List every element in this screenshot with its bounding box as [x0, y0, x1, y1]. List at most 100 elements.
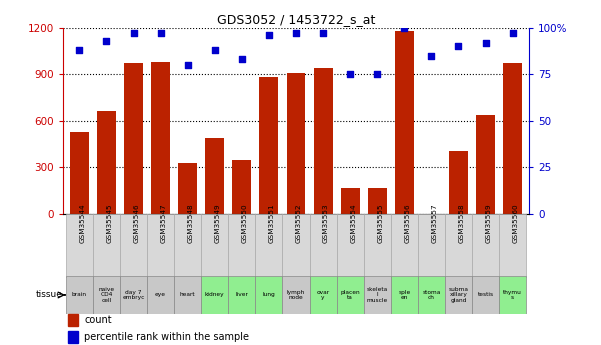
- Bar: [206, 138, 224, 214]
- Bar: [499, 276, 526, 314]
- Bar: [66, 276, 93, 314]
- Point: [129, 30, 138, 36]
- Bar: [124, 63, 143, 214]
- Bar: [233, 160, 251, 214]
- Text: sple
en: sple en: [398, 289, 410, 300]
- Bar: [178, 162, 197, 214]
- Text: lung: lung: [263, 293, 275, 297]
- Point: [183, 62, 192, 68]
- Text: GSM35552: GSM35552: [296, 204, 302, 243]
- Bar: [255, 214, 282, 278]
- Bar: [70, 131, 89, 214]
- Text: GSM35555: GSM35555: [377, 204, 383, 243]
- Title: GDS3052 / 1453722_s_at: GDS3052 / 1453722_s_at: [217, 13, 375, 27]
- Text: day 7
embryc: day 7 embryc: [123, 289, 145, 300]
- Text: GSM35546: GSM35546: [133, 204, 139, 243]
- Text: GSM35559: GSM35559: [486, 204, 492, 243]
- Bar: [499, 214, 526, 278]
- Text: placen
ta: placen ta: [340, 289, 360, 300]
- Bar: [337, 214, 364, 278]
- Text: brain: brain: [72, 293, 87, 297]
- Bar: [68, 314, 78, 326]
- Bar: [93, 214, 120, 278]
- Text: kidney: kidney: [205, 293, 225, 297]
- Bar: [391, 276, 418, 314]
- Bar: [341, 188, 359, 214]
- Text: thymu
s: thymu s: [503, 289, 522, 300]
- Bar: [472, 276, 499, 314]
- Bar: [147, 276, 174, 314]
- Bar: [97, 111, 116, 214]
- Bar: [260, 77, 278, 214]
- Point: [373, 71, 382, 77]
- Point: [237, 57, 246, 62]
- Text: GSM35553: GSM35553: [323, 204, 329, 243]
- Bar: [174, 276, 201, 314]
- Bar: [147, 214, 174, 278]
- Bar: [395, 31, 414, 214]
- Bar: [445, 276, 472, 314]
- Bar: [314, 68, 332, 214]
- Bar: [310, 214, 337, 278]
- Point: [346, 71, 355, 77]
- Text: tissue: tissue: [35, 290, 63, 299]
- Bar: [66, 214, 93, 278]
- Text: naive
CD4
cell: naive CD4 cell: [99, 287, 115, 303]
- Point: [481, 40, 490, 45]
- Point: [508, 30, 517, 36]
- Text: GSM35558: GSM35558: [459, 204, 465, 243]
- Point: [75, 47, 84, 53]
- Text: GSM35547: GSM35547: [160, 204, 166, 243]
- Text: GSM35550: GSM35550: [242, 204, 248, 243]
- Bar: [310, 276, 337, 314]
- Bar: [228, 214, 255, 278]
- Text: GSM35548: GSM35548: [188, 204, 194, 243]
- Point: [291, 30, 300, 36]
- Text: lymph
node: lymph node: [287, 289, 305, 300]
- Bar: [337, 276, 364, 314]
- Bar: [368, 188, 386, 214]
- Bar: [476, 115, 495, 214]
- Bar: [201, 214, 228, 278]
- Point: [400, 25, 409, 30]
- Bar: [68, 331, 78, 343]
- Point: [156, 30, 165, 36]
- Bar: [364, 276, 391, 314]
- Text: GSM35554: GSM35554: [350, 204, 356, 243]
- Bar: [151, 62, 170, 214]
- Point: [319, 30, 328, 36]
- Bar: [174, 214, 201, 278]
- Bar: [93, 276, 120, 314]
- Point: [427, 53, 436, 58]
- Text: GSM35557: GSM35557: [432, 204, 438, 243]
- Point: [264, 32, 273, 38]
- Bar: [255, 276, 282, 314]
- Text: GSM35545: GSM35545: [106, 204, 112, 243]
- Point: [210, 47, 219, 53]
- Text: count: count: [84, 315, 112, 325]
- Text: eye: eye: [155, 293, 166, 297]
- Bar: [120, 214, 147, 278]
- Text: heart: heart: [180, 293, 195, 297]
- Text: subma
xillary
gland: subma xillary gland: [448, 287, 468, 303]
- Text: ovar
y: ovar y: [317, 289, 329, 300]
- Bar: [364, 214, 391, 278]
- Bar: [120, 276, 147, 314]
- Text: skeleta
l
muscle: skeleta l muscle: [367, 287, 388, 303]
- Text: stoma
ch: stoma ch: [423, 289, 441, 300]
- Bar: [418, 214, 445, 278]
- Text: GSM35549: GSM35549: [215, 204, 221, 243]
- Bar: [282, 276, 310, 314]
- Bar: [391, 214, 418, 278]
- Text: percentile rank within the sample: percentile rank within the sample: [84, 333, 249, 342]
- Bar: [503, 63, 522, 214]
- Text: GSM35551: GSM35551: [269, 204, 275, 243]
- Bar: [201, 276, 228, 314]
- Text: GSM35556: GSM35556: [404, 204, 410, 243]
- Text: GSM35560: GSM35560: [513, 204, 519, 243]
- Text: GSM35544: GSM35544: [79, 204, 85, 243]
- Bar: [472, 214, 499, 278]
- Bar: [445, 214, 472, 278]
- Bar: [282, 214, 310, 278]
- Point: [102, 38, 111, 43]
